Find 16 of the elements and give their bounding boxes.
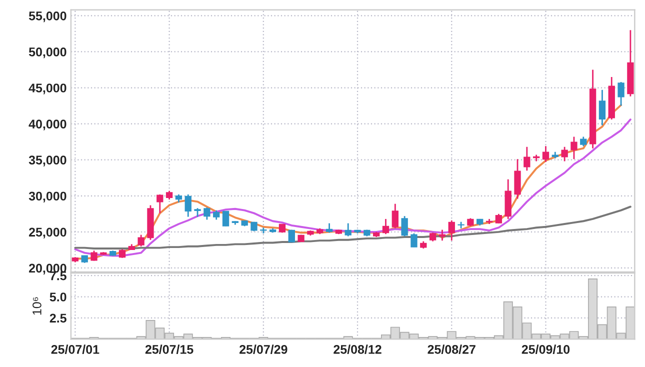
- y-tick-label: 25,000: [28, 228, 66, 238]
- x-tick-label: 25/07/01: [51, 344, 100, 354]
- y-tick-label: 45,000: [28, 84, 66, 94]
- x-tick-label: 25/08/27: [428, 344, 476, 354]
- y-tick-label: 35,000: [28, 156, 66, 166]
- y-tick-label: 30,000: [28, 192, 66, 202]
- x-tick-label: 25/08/12: [334, 344, 382, 354]
- y-tick-label: 50,000: [28, 48, 66, 58]
- x-tick-label: 25/07/29: [240, 344, 288, 354]
- y-tick-label: 2.5: [50, 314, 66, 323]
- y-tick-label: 55,000: [28, 11, 66, 22]
- y-tick-label: 40,000: [28, 120, 66, 130]
- x-tick-label: 25/09/10: [522, 344, 570, 354]
- y-tick-label: 5.0: [50, 292, 66, 302]
- y-axis-title: 10⁶: [32, 297, 42, 315]
- x-tick-label: 25/07/15: [145, 344, 194, 354]
